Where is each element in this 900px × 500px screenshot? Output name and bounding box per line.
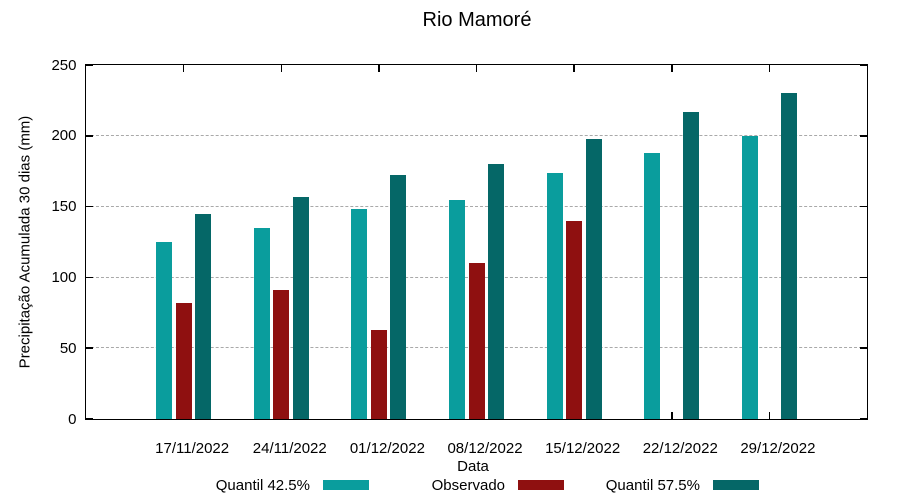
bar-quantil-42-5--2 — [351, 209, 368, 419]
x-tick-top-4 — [573, 65, 575, 72]
gridline-y-150 — [86, 205, 867, 207]
x-tick-top-6 — [768, 65, 771, 72]
legend-label-observado: Observado — [431, 476, 505, 494]
gridline-y-200 — [86, 135, 867, 137]
y-tick-right-50 — [860, 347, 867, 349]
bar-quantil-42-5--1 — [253, 227, 270, 419]
x-tick-top-5 — [671, 65, 673, 72]
y-tick-left-100 — [86, 276, 93, 279]
bar-observado-3 — [468, 263, 485, 419]
chart-title: Rio Mamoré — [422, 9, 532, 31]
bar-quantil-42-5--4 — [546, 172, 563, 419]
legend-item-observado: Observado — [405, 476, 564, 494]
legend-swatch-observado — [518, 480, 564, 490]
y-tick-left-0 — [86, 418, 93, 420]
x-tick-top-0 — [182, 65, 185, 72]
bar-quantil-57-5--1 — [292, 196, 309, 419]
y-axis-title: Precipitação Acumulada 30 dias (mm) — [16, 115, 34, 369]
legend-label-quantil-42-5: Quantil 42.5% — [215, 476, 310, 494]
x-tick-label-1: 24/11/2022 — [252, 440, 327, 457]
legend-swatch-quantil-57-5 — [713, 480, 759, 490]
bar-observado-2 — [370, 329, 387, 419]
bar-observado-4 — [566, 220, 583, 419]
legend-swatch-quantil-42-5 — [323, 480, 369, 490]
x-tick-bottom-5 — [671, 412, 673, 419]
legend-item-quantil-57-5: Quantil 57.5% — [570, 476, 759, 494]
y-tick-left-50 — [86, 347, 93, 349]
y-tick-label-100: 100 — [51, 268, 77, 286]
bar-observado-1 — [273, 290, 290, 419]
x-tick-top-2 — [378, 65, 380, 72]
x-tick-label-6: 29/12/2022 — [740, 440, 816, 457]
y-tick-label-50: 50 — [59, 339, 77, 357]
y-tick-right-100 — [860, 276, 867, 279]
y-tick-label-0: 0 — [68, 410, 77, 428]
y-tick-right-0 — [860, 418, 867, 420]
bar-quantil-42-5--0 — [156, 242, 173, 419]
bar-quantil-57-5--6 — [780, 93, 797, 419]
y-tick-left-250 — [86, 64, 93, 66]
bar-observado-0 — [175, 302, 192, 419]
bar-quantil-57-5--0 — [195, 213, 212, 419]
x-axis-title: Data — [457, 458, 489, 475]
y-tick-label-200: 200 — [51, 127, 77, 145]
y-tick-label-250: 250 — [51, 56, 77, 74]
bar-quantil-42-5--6 — [741, 135, 758, 419]
y-tick-left-200 — [86, 135, 93, 137]
plot-area — [85, 64, 868, 420]
x-tick-label-4: 15/12/2022 — [545, 440, 621, 457]
y-tick-left-150 — [86, 205, 93, 208]
legend-label-quantil-57-5: Quantil 57.5% — [605, 476, 700, 494]
y-tick-label-150: 150 — [51, 198, 77, 216]
bar-quantil-57-5--5 — [683, 111, 700, 419]
legend-item-quantil-42-5: Quantil 42.5% — [180, 476, 369, 494]
x-tick-top-1 — [280, 65, 282, 72]
x-tick-label-5: 22/12/2022 — [642, 440, 718, 457]
y-tick-right-200 — [860, 135, 867, 137]
bar-quantil-42-5--3 — [448, 199, 465, 419]
bar-quantil-57-5--2 — [390, 175, 407, 419]
bar-quantil-42-5--5 — [644, 152, 661, 419]
bar-quantil-57-5--3 — [488, 164, 505, 419]
x-tick-label-2: 01/12/2022 — [349, 440, 425, 457]
x-tick-label-3: 08/12/2022 — [447, 440, 523, 457]
bar-quantil-57-5--4 — [585, 138, 602, 419]
x-tick-top-3 — [475, 65, 478, 72]
x-tick-label-0: 17/11/2022 — [155, 440, 230, 457]
y-tick-right-150 — [860, 205, 867, 208]
y-tick-right-250 — [860, 64, 867, 66]
x-tick-bottom-6 — [768, 412, 771, 419]
